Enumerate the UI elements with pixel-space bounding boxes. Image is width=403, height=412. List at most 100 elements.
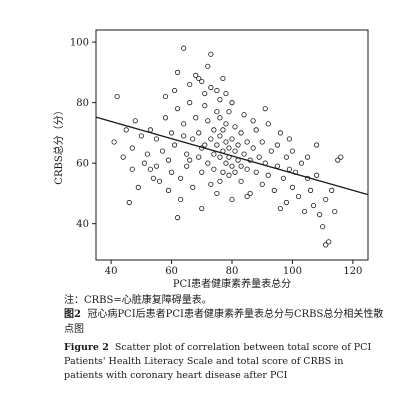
data-point — [184, 163, 190, 169]
data-point — [187, 81, 193, 88]
data-point — [244, 139, 250, 145]
data-point — [256, 154, 262, 160]
data-point — [141, 160, 147, 166]
x-tick-label: 120 — [343, 266, 362, 277]
data-point — [208, 136, 214, 142]
data-point — [259, 139, 265, 145]
data-point — [244, 193, 250, 200]
data-point — [232, 124, 238, 130]
data-point — [165, 157, 172, 163]
data-point — [307, 187, 314, 193]
data-point — [165, 187, 172, 193]
data-point — [181, 133, 187, 139]
data-point — [283, 199, 289, 206]
data-point — [171, 87, 178, 94]
data-point — [265, 121, 271, 127]
data-point — [277, 130, 283, 136]
y-axis-title: CRBS总分（分） — [52, 105, 65, 184]
data-point — [217, 133, 223, 139]
data-point — [211, 166, 217, 172]
data-point — [317, 212, 323, 218]
data-point — [178, 175, 184, 181]
data-point — [253, 127, 259, 133]
caption-figure-number-cn: 图2 — [64, 309, 81, 320]
data-point — [238, 130, 244, 136]
data-point — [159, 148, 166, 154]
data-point — [171, 142, 178, 148]
data-point — [132, 118, 138, 124]
data-point — [181, 121, 187, 127]
data-point — [217, 97, 223, 103]
data-point — [196, 154, 202, 160]
data-point — [190, 136, 196, 142]
data-point — [268, 148, 274, 154]
regression-line — [95, 116, 369, 196]
data-point — [214, 142, 220, 148]
data-point — [153, 136, 160, 142]
data-point — [250, 145, 256, 151]
data-point — [193, 115, 199, 121]
data-point — [323, 196, 329, 203]
data-point — [156, 178, 163, 184]
y-tick-label: 40 — [76, 219, 89, 230]
data-point — [144, 151, 150, 157]
data-point — [223, 160, 229, 166]
data-point — [217, 178, 223, 184]
data-point — [304, 154, 311, 160]
data-point — [150, 175, 157, 181]
data-point — [217, 115, 223, 121]
data-point — [335, 157, 341, 163]
data-point — [235, 142, 241, 148]
data-point — [199, 169, 205, 175]
scatter-chart: 40 60 80 100 120 40 60 80 100 PCI患者健康素养量表总分 CRBS… — [52, 29, 369, 290]
data-point — [147, 166, 153, 172]
data-point — [329, 187, 335, 193]
data-point — [147, 127, 153, 133]
data-point — [271, 187, 277, 193]
data-point — [205, 118, 211, 124]
data-point — [247, 190, 253, 197]
data-point — [229, 163, 235, 169]
data-point — [241, 151, 247, 157]
data-point — [265, 172, 271, 178]
data-point — [323, 242, 329, 248]
data-point — [274, 142, 280, 148]
data-point — [175, 106, 181, 112]
data-point — [223, 90, 229, 97]
caption-text-en: Scatter plot of correlation between tota… — [64, 342, 372, 381]
data-point — [129, 166, 135, 172]
data-point — [253, 169, 259, 175]
data-point — [168, 169, 175, 175]
data-point — [289, 148, 296, 154]
data-point — [229, 100, 235, 106]
data-point — [168, 130, 175, 136]
data-point — [196, 130, 202, 136]
data-point — [314, 142, 320, 148]
data-point — [193, 72, 199, 78]
data-point — [295, 193, 302, 200]
data-point — [187, 157, 193, 163]
data-point — [126, 199, 132, 206]
data-point — [175, 69, 181, 75]
data-point — [332, 208, 338, 215]
data-point — [286, 136, 293, 142]
data-point — [123, 127, 129, 133]
caption-english: Figure 2 Scatter plot of correlation bet… — [64, 341, 382, 383]
plot-frame — [95, 29, 369, 261]
data-point — [229, 196, 235, 203]
data-point — [114, 93, 120, 100]
data-point — [238, 163, 244, 169]
x-tick-label: 80 — [226, 266, 239, 277]
data-point — [220, 75, 226, 82]
data-point — [338, 154, 344, 160]
data-point — [259, 181, 265, 187]
data-point — [226, 172, 232, 178]
data-point — [232, 148, 238, 154]
data-point — [223, 121, 229, 127]
data-point — [301, 208, 308, 215]
data-point — [129, 145, 135, 151]
data-point — [232, 169, 238, 175]
data-point — [229, 136, 235, 142]
y-tick-label: 60 — [76, 159, 89, 170]
data-point — [205, 160, 211, 166]
